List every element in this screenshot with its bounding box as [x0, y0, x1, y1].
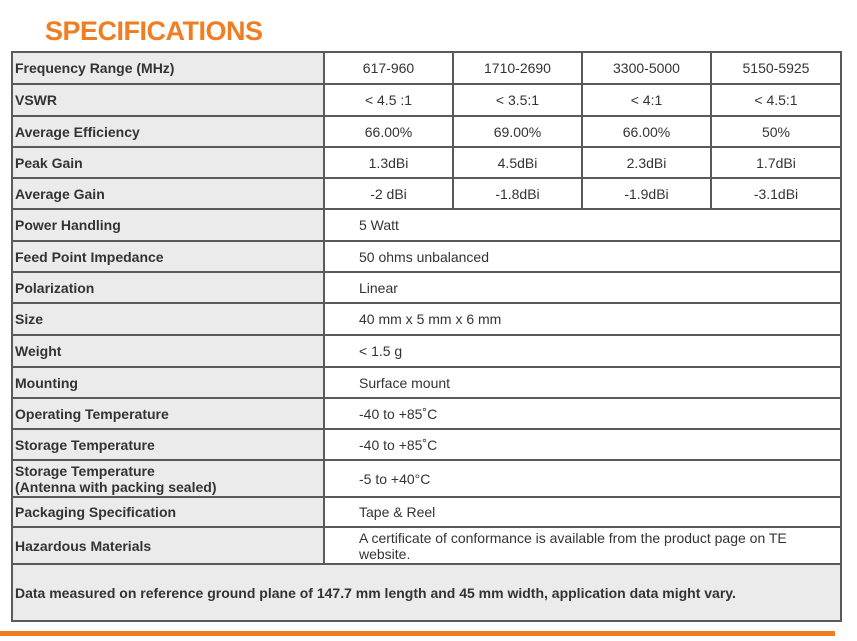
- spec-label: Power Handling: [11, 208, 325, 242]
- spec-label: VSWR: [11, 83, 325, 117]
- spec-label: Mounting: [11, 366, 325, 399]
- spec-value: 5 Watt: [323, 208, 842, 242]
- spec-label: Weight: [11, 334, 325, 368]
- spec-label: Peak Gain: [11, 146, 325, 179]
- spec-row: Operating Temperature -40 to +85˚C: [11, 397, 842, 430]
- spec-row: Polarization Linear: [11, 271, 842, 304]
- spec-row: Storage Temperature -40 to +85˚C: [11, 428, 842, 461]
- spec-value: 50 ohms unbalanced: [323, 240, 842, 273]
- spec-value: -40 to +85˚C: [323, 428, 842, 461]
- spec-value: 4.5dBi: [452, 146, 583, 179]
- spec-row: Storage Temperature (Antenna with packin…: [11, 459, 842, 498]
- spec-label: Storage Temperature: [11, 428, 325, 461]
- spec-label: Feed Point Impedance: [11, 240, 325, 273]
- spec-value: 1.3dBi: [323, 146, 454, 179]
- spec-value: < 4.5 :1: [323, 83, 454, 117]
- spec-row: Packaging Specification Tape & Reel: [11, 496, 842, 528]
- spec-row: Feed Point Impedance 50 ohms unbalanced: [11, 240, 842, 273]
- spec-row: Weight < 1.5 g: [11, 334, 842, 368]
- spec-value: < 4:1: [581, 83, 712, 117]
- footer-row: Data measured on reference ground plane …: [11, 563, 842, 622]
- spec-value: 40 mm x 5 mm x 6 mm: [323, 302, 842, 336]
- spec-table: Frequency Range (MHz) 617-960 1710-2690 330…: [11, 51, 842, 622]
- spec-value: 69.00%: [452, 115, 583, 148]
- spec-value: 1710-2690: [452, 51, 583, 85]
- spec-value: 5150-5925: [710, 51, 842, 85]
- spec-value: 3300-5000: [581, 51, 712, 85]
- spec-label: Packaging Specification: [11, 496, 325, 528]
- spec-value: < 4.5:1: [710, 83, 842, 117]
- spec-value: 617-960: [323, 51, 454, 85]
- footer-note: Data measured on reference ground plane …: [11, 563, 842, 622]
- spec-value: -3.1dBi: [710, 177, 842, 210]
- spec-row: VSWR < 4.5 :1 < 3.5:1 < 4:1 < 4.5:1: [11, 83, 842, 117]
- title: SPECIFICATIONS: [45, 16, 263, 46]
- spec-label: Operating Temperature: [11, 397, 325, 430]
- spec-value: Tape & Reel: [323, 496, 842, 528]
- spec-value: A certificate of conformance is availabl…: [323, 526, 842, 565]
- spec-value: -5 to +40°C: [323, 459, 842, 498]
- spec-value: 66.00%: [581, 115, 712, 148]
- spec-label: Frequency Range (MHz): [11, 51, 325, 85]
- spec-label: Size: [11, 302, 325, 336]
- spec-label: Average Efficiency: [11, 115, 325, 148]
- spec-label: Hazardous Materials: [11, 526, 325, 565]
- spec-row: Power Handling 5 Watt: [11, 208, 842, 242]
- spec-value: Surface mount: [323, 366, 842, 399]
- spec-value: -1.9dBi: [581, 177, 712, 210]
- spec-row: Frequency Range (MHz) 617-960 1710-2690 330…: [11, 51, 842, 85]
- spec-row: Hazardous Materials A certificate of conf…: [11, 526, 842, 565]
- spec-value: -2 dBi: [323, 177, 454, 210]
- spec-value: 66.00%: [323, 115, 454, 148]
- spec-row: Mounting Surface mount: [11, 366, 842, 399]
- spec-value: < 3.5:1: [452, 83, 583, 117]
- spec-row: Peak Gain 1.3dBi 4.5dBi 2.3dBi 1.7dBi: [11, 146, 842, 179]
- spec-label: Polarization: [11, 271, 325, 304]
- spec-row: Size 40 mm x 5 mm x 6 mm: [11, 302, 842, 336]
- spec-label: Storage Temperature (Antenna with packin…: [11, 459, 325, 498]
- spec-row: Average Efficiency 66.00% 69.00% 66.00% 50%: [11, 115, 842, 148]
- spec-row: Average Gain -2 dBi -1.8dBi -1.9dBi -3.1dBi: [11, 177, 842, 210]
- spec-value: 50%: [710, 115, 842, 148]
- spec-value: Linear: [323, 271, 842, 304]
- spec-value: -1.8dBi: [452, 177, 583, 210]
- divider: [0, 631, 835, 636]
- spec-value: 1.7dBi: [710, 146, 842, 179]
- spec-label: Average Gain: [11, 177, 325, 210]
- spec-value: -40 to +85˚C: [323, 397, 842, 430]
- spec-value: 2.3dBi: [581, 146, 712, 179]
- spec-value: < 1.5 g: [323, 334, 842, 368]
